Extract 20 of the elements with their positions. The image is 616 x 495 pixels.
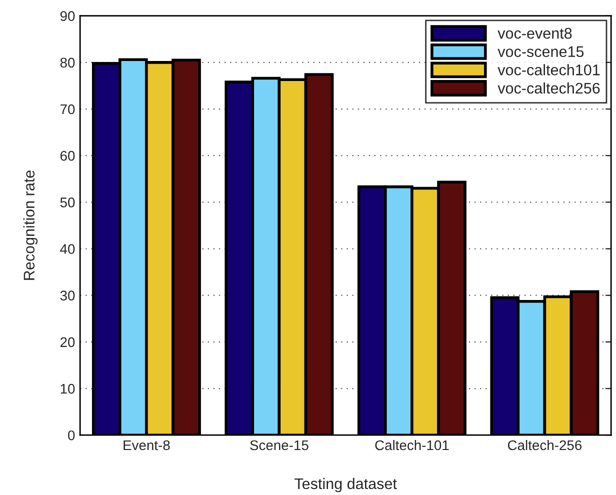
y-tick-label: 60 — [60, 150, 75, 161]
x-tick-label: Caltech-101 — [375, 440, 449, 450]
legend-label: voc-scene15 — [498, 46, 584, 58]
x-tick-label: Caltech-256 — [508, 440, 582, 450]
y-tick-label: 80 — [60, 58, 75, 68]
y-tick-label: 50 — [60, 198, 75, 208]
y-tick-label: 30 — [60, 290, 75, 301]
y-tick-label: 10 — [60, 384, 75, 394]
y-tick-label: 90 — [60, 11, 75, 22]
x-tick-label: Event-8 — [124, 440, 170, 450]
y-tick-label: 70 — [60, 104, 75, 114]
legend-label: voc-event8 — [498, 28, 572, 39]
x-axis-title: Testing dataset — [294, 478, 397, 492]
y-tick-label: 0 — [68, 430, 75, 440]
y-tick-label: 40 — [60, 244, 75, 254]
y-axis-title: Recognition rate — [23, 170, 38, 280]
x-tick-label: Scene-15 — [250, 440, 308, 450]
y-tick-label: 20 — [60, 337, 75, 348]
legend-label: voc-caltech101 — [498, 64, 600, 76]
legend-label: voc-caltech256 — [498, 82, 600, 94]
